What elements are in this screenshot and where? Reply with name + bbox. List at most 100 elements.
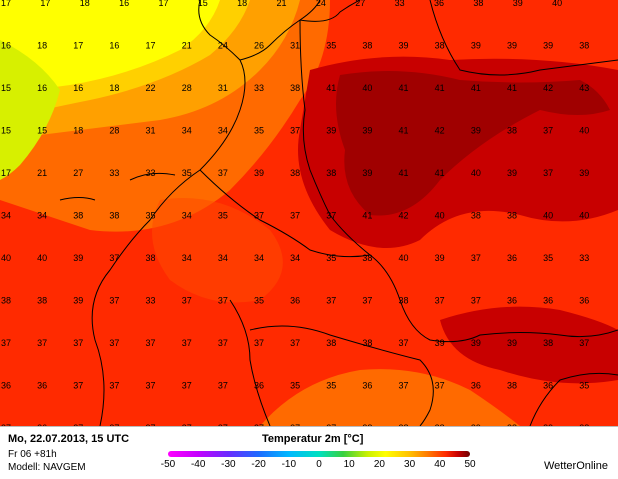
- temperature-value: 41: [471, 83, 481, 93]
- border-de-lux: [369, 254, 618, 343]
- temperature-value: 33: [109, 168, 119, 178]
- island-frisian: [59, 172, 176, 201]
- map-canvas: 17 17 18 16 17 15 18 21 24 27 33 36 38 39 40 16 18 17 16 17…: [0, 0, 618, 426]
- temperature-value: 39: [326, 126, 336, 136]
- forecast-date: Mo, 22.07.2013, 15 UTC: [8, 433, 130, 445]
- temperature-value: 39: [507, 168, 517, 178]
- temperature-value: 43: [579, 83, 589, 93]
- temperature-value: 39: [471, 338, 481, 348]
- temperature-value: 34: [290, 253, 300, 263]
- brand-logo: WetterOnline: [544, 460, 608, 472]
- temperature-value: 39: [471, 126, 481, 136]
- temperature-value: 37: [182, 423, 192, 426]
- temperature-value: 39: [362, 126, 372, 136]
- coastline: [91, 0, 246, 426]
- map-title: Temperatur 2m [°C]: [262, 433, 364, 445]
- temperature-value: 38: [362, 423, 372, 426]
- scale-tick-label: -50: [160, 459, 176, 470]
- color-scale-bar: [168, 451, 470, 457]
- border-france-belgium: [199, 169, 371, 258]
- temperature-value: 40: [543, 211, 553, 221]
- temperature-value: 35: [290, 381, 300, 391]
- temperature-value: 37: [218, 423, 228, 426]
- temperature-value: 38: [290, 168, 300, 178]
- temperature-value: 33: [579, 253, 589, 263]
- temperature-value: 36: [507, 253, 517, 263]
- temperature-value: 38: [507, 126, 517, 136]
- scale-tick-label: 10: [343, 459, 355, 470]
- temperature-value: 38: [37, 296, 47, 306]
- scale-tick-label: 50: [464, 459, 476, 470]
- temperature-value: 38: [507, 211, 517, 221]
- temperature-value: 36: [37, 423, 47, 426]
- temperature-value: 24: [316, 0, 326, 8]
- temperature-value: 37: [182, 381, 192, 391]
- scale-tick-label: 20: [373, 459, 385, 470]
- temperature-value: 38: [326, 168, 336, 178]
- temperature-value: 40: [579, 211, 589, 221]
- temperature-value: 37: [182, 338, 192, 348]
- temperature-value: 22: [146, 83, 156, 93]
- temperature-value: 37: [218, 381, 228, 391]
- temperature-value: 38: [362, 41, 372, 51]
- scale-tick-label: -20: [251, 459, 266, 470]
- temperature-value: 40: [37, 253, 47, 263]
- temperature-value: 28: [182, 83, 192, 93]
- temperature-value: 17: [73, 41, 83, 51]
- temperature-value: 37: [399, 381, 409, 391]
- temperature-value: 15: [198, 0, 208, 8]
- temperature-value: 35: [146, 211, 156, 221]
- temperature-value: 37: [109, 381, 119, 391]
- temperature-value: 34: [1, 211, 11, 221]
- temperature-value: 37: [435, 296, 445, 306]
- scale-tick-label: -10: [281, 459, 297, 470]
- temperature-value: 16: [119, 0, 129, 8]
- temperature-value: 37: [73, 381, 83, 391]
- temperature-value: 37: [109, 423, 119, 426]
- temperature-value: 15: [1, 83, 11, 93]
- temperature-value: 38: [579, 41, 589, 51]
- temperature-value: 37: [290, 338, 300, 348]
- temperature-value: 41: [399, 83, 409, 93]
- zone-yellow: [0, 0, 220, 100]
- temperature-value: 37: [109, 296, 119, 306]
- scale-tick-label: -40: [190, 459, 206, 470]
- temperature-value: 40: [362, 83, 372, 93]
- temperature-value: 37: [326, 211, 336, 221]
- temperature-value: 37: [73, 338, 83, 348]
- temperature-map: 17 17 18 16 17 15 18 21 24 27 33 36 38 39 40 16 18 17 16 17…: [0, 0, 618, 426]
- border-ch: [249, 325, 434, 426]
- temperature-value: 38: [435, 423, 445, 426]
- zone-dark-red-se: [440, 306, 618, 384]
- temperature-value: 37: [37, 338, 47, 348]
- temperature-value: 38: [109, 211, 119, 221]
- temperature-value: 34: [218, 126, 228, 136]
- temperature-value: 36: [434, 0, 444, 8]
- temperature-value: 37: [109, 338, 119, 348]
- scale-tick-label: 0: [316, 459, 322, 470]
- temperature-value: 27: [73, 168, 83, 178]
- temperature-value: 36: [362, 381, 372, 391]
- color-scale-ticks: -50 -40 -30 -20 -10 0 10 20 30 40 50: [150, 459, 480, 473]
- temperature-value: 39: [543, 423, 553, 426]
- temperature-value: 38: [290, 83, 300, 93]
- temperature-value: 28: [109, 126, 119, 136]
- temperature-value: 40: [399, 253, 409, 263]
- temperature-value: 38: [579, 423, 589, 426]
- temperature-value: 37: [218, 338, 228, 348]
- temperature-value: 37: [290, 423, 300, 426]
- temperature-value: 40: [1, 253, 11, 263]
- temperature-value: 41: [435, 168, 445, 178]
- temperature-value: 37: [543, 168, 553, 178]
- temperature-value: 16: [1, 41, 11, 51]
- temperature-value: 39: [471, 41, 481, 51]
- temperature-value: 41: [362, 211, 372, 221]
- zone-orange-south: [260, 369, 520, 426]
- temperature-value: 33: [146, 168, 156, 178]
- temperature-value: 24: [218, 41, 228, 51]
- temperature-value: 34: [218, 253, 228, 263]
- temperature-value: 39: [543, 41, 553, 51]
- temperature-value: 38: [471, 211, 481, 221]
- temperature-value: 38: [507, 423, 517, 426]
- temperature-value: 18: [237, 0, 247, 8]
